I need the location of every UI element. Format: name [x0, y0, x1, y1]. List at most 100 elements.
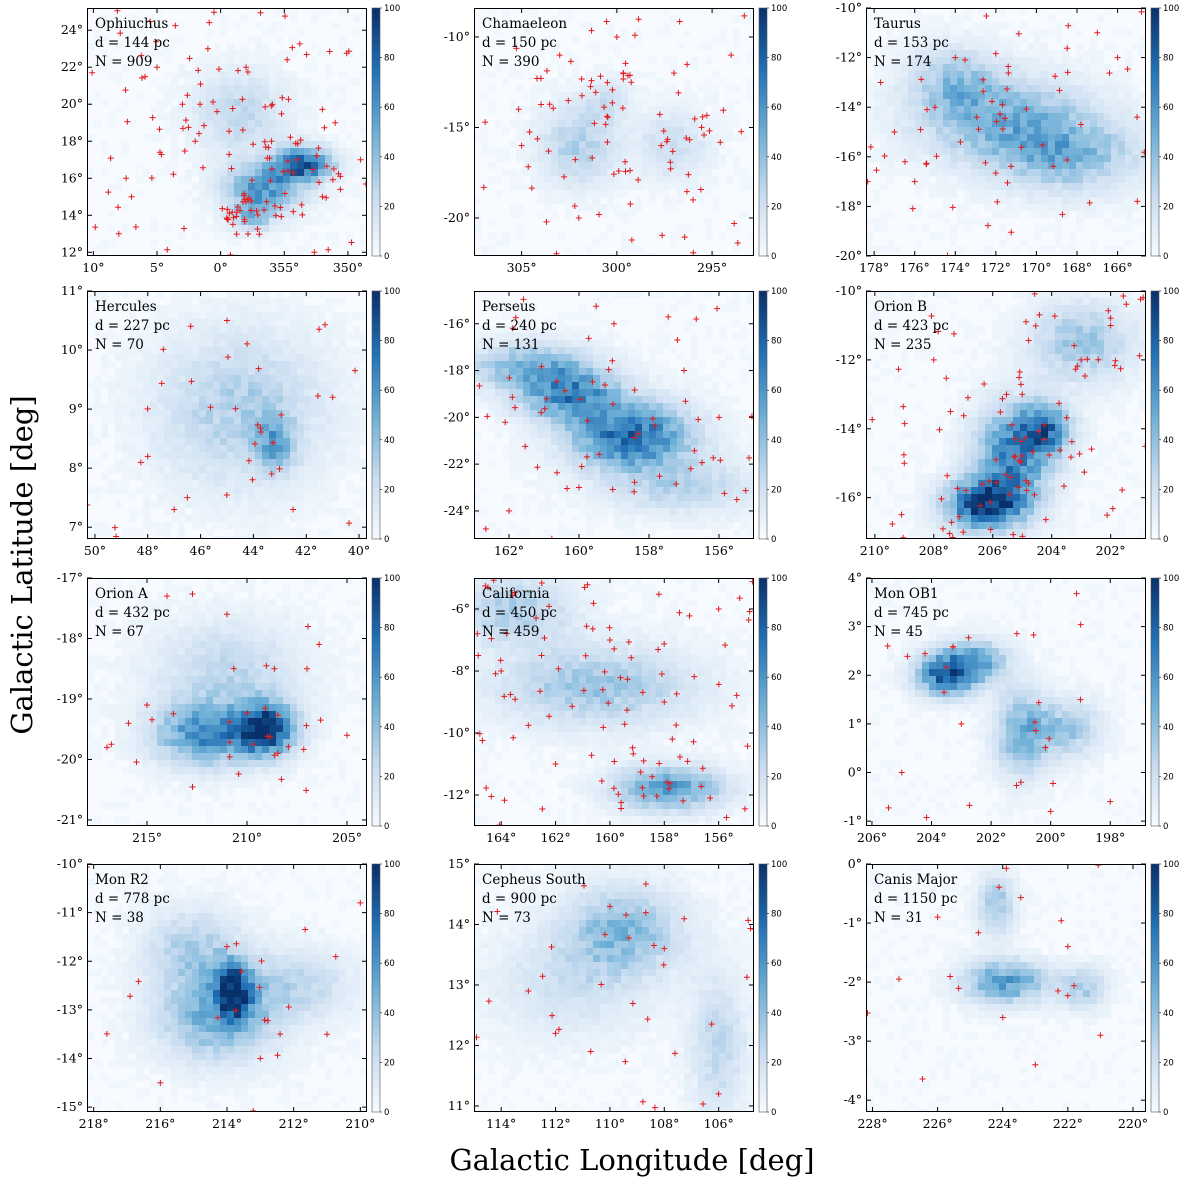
star-marker	[604, 79, 611, 86]
star-marker	[281, 13, 288, 20]
star-marker	[992, 50, 999, 57]
star-marker	[742, 487, 749, 494]
star-marker	[261, 207, 268, 214]
star-marker	[629, 1000, 636, 1007]
star-marker	[935, 328, 942, 335]
star-marker	[979, 481, 986, 488]
x-tick-label: 228°	[857, 1116, 887, 1131]
star-marker	[128, 193, 135, 200]
star-marker	[281, 190, 288, 197]
x-tick-label: 224°	[988, 1116, 1018, 1131]
star-marker	[262, 144, 269, 151]
star-marker	[1008, 229, 1015, 236]
colorbar-tick-label: 60	[1163, 103, 1174, 113]
star-marker	[1042, 744, 1049, 751]
star-marker	[741, 12, 748, 19]
star-marker	[230, 665, 237, 672]
star-marker	[591, 120, 598, 127]
star-marker	[686, 136, 693, 143]
star-marker	[1082, 373, 1089, 380]
star-marker	[955, 985, 962, 992]
y-tick-label: -10°	[836, 283, 862, 298]
star-marker	[1094, 29, 1101, 36]
star-markers	[87, 864, 364, 1112]
x-tick-label: 50°	[84, 543, 106, 558]
star-marker	[986, 478, 993, 485]
star-marker	[284, 158, 291, 165]
star-marker	[248, 197, 255, 204]
star-marker	[699, 113, 706, 120]
x-tick-label: 114°	[486, 1116, 516, 1131]
x-tick-label: 176°	[900, 260, 930, 275]
colorbar-tick-label: 80	[384, 624, 395, 634]
star-marker	[541, 635, 548, 642]
star-marker	[687, 465, 694, 472]
colorbar-tick-label: 40	[1163, 153, 1174, 163]
star-marker	[298, 201, 305, 208]
region-distance: d = 450 pc	[482, 605, 557, 621]
star-marker	[744, 743, 751, 750]
star-markers	[474, 558, 754, 826]
star-marker	[721, 490, 728, 497]
colorbar-tick-label: 0	[771, 535, 776, 545]
star-marker	[232, 1007, 239, 1014]
x-tick-label: 170°	[1021, 260, 1051, 275]
panels: 10° 5° 0° 355° 350° 12° 14° 16° 18° 20° 22° 24° Ophi…	[57, 0, 1180, 1131]
star-marker	[537, 75, 544, 82]
colorbar: 0 20 40 60 80 100	[758, 860, 787, 1118]
star-marker	[277, 204, 284, 211]
star-marker	[249, 177, 256, 184]
star-marker	[590, 600, 597, 607]
star-marker	[488, 793, 495, 800]
y-tick-label: -22°	[444, 456, 470, 471]
star-marker	[609, 99, 616, 106]
star-marker	[127, 993, 134, 1000]
star-marker	[179, 125, 186, 132]
star-marker	[661, 945, 668, 952]
star-marker	[103, 1030, 110, 1037]
region-distance: d = 432 pc	[95, 605, 170, 621]
plot-frame	[474, 8, 754, 256]
star-marker	[604, 113, 611, 120]
colorbar-tick-label: 80	[771, 54, 782, 64]
x-tick-label: 42°	[295, 543, 317, 558]
region-name: Hercules	[95, 299, 157, 315]
star-marker	[279, 94, 286, 101]
star-marker	[513, 45, 520, 52]
star-marker	[474, 630, 481, 637]
star-marker	[484, 584, 491, 591]
star-marker	[618, 805, 625, 812]
star-marker	[1081, 469, 1088, 476]
star-marker	[673, 722, 680, 729]
x-tick-label: 178°	[859, 260, 889, 275]
star-markers	[476, 296, 754, 539]
star-marker	[476, 566, 482, 572]
star-marker	[601, 104, 608, 111]
star-marker	[714, 305, 721, 312]
star-marker	[1002, 471, 1009, 478]
star-marker	[297, 137, 304, 144]
star-marker	[606, 903, 613, 910]
star-marker	[631, 479, 638, 486]
star-marker	[684, 758, 691, 765]
star-marker	[717, 139, 724, 146]
heatmap	[474, 8, 754, 256]
star-marker	[980, 88, 987, 95]
region-name: Orion B	[874, 299, 927, 315]
star-marker	[538, 580, 545, 587]
star-marker	[609, 86, 616, 93]
colorbar-tick-label: 20	[384, 485, 395, 495]
region-distance: d = 240 pc	[482, 318, 557, 334]
heatmap	[87, 578, 367, 826]
y-tick-label: -4°	[844, 1092, 862, 1107]
star-marker	[1077, 621, 1084, 628]
star-marker	[133, 759, 140, 766]
star-marker	[626, 72, 633, 79]
star-marker	[303, 722, 310, 729]
region-distance: d = 150 pc	[482, 35, 557, 51]
colorbar-tick-label: 40	[384, 153, 395, 163]
star-marker	[1016, 457, 1023, 464]
region-label: Orion B d = 423 pc N = 235	[874, 299, 949, 353]
star-marker	[653, 793, 660, 800]
star-marker	[545, 558, 551, 564]
